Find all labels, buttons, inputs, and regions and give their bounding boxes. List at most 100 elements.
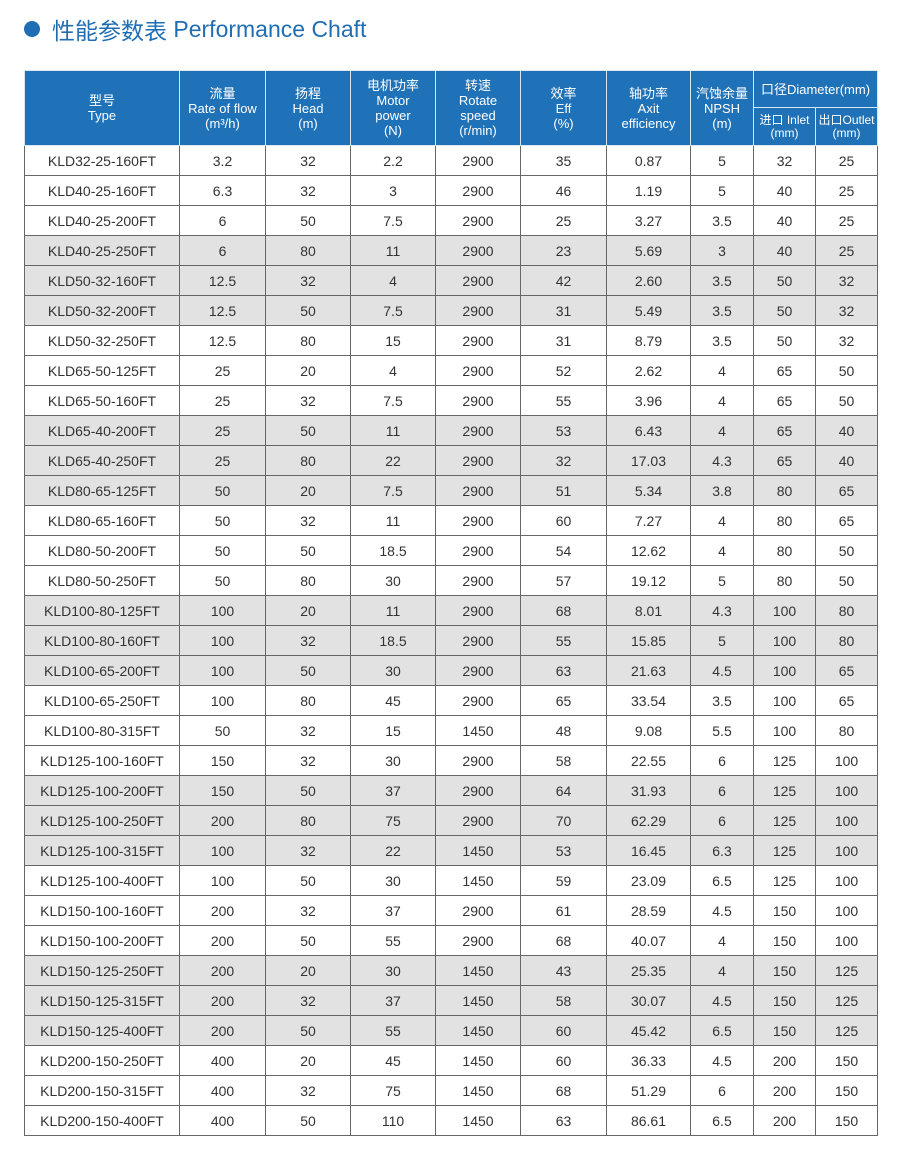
- cell-motor-power: 18.5: [350, 535, 436, 566]
- cell-motor-power: 11: [350, 595, 436, 626]
- cell-npsh: 5: [690, 625, 754, 656]
- cell-head: 80: [265, 685, 351, 716]
- header-motor-power: 电机功率 Motor power (N): [350, 70, 436, 146]
- cell-head: 50: [265, 205, 351, 236]
- cell-inlet: 125: [753, 775, 816, 806]
- cell-flow: 50: [179, 715, 266, 746]
- cell-inlet: 150: [753, 985, 816, 1016]
- cell-outlet: 40: [815, 445, 878, 476]
- cell-eff: 55: [520, 625, 607, 656]
- cell-inlet: 100: [753, 685, 816, 716]
- cell-outlet: 150: [815, 1105, 878, 1136]
- cell-head: 50: [265, 1015, 351, 1046]
- cell-type: KLD100-65-200FT: [24, 655, 180, 686]
- cell-outlet: 80: [815, 715, 878, 746]
- header-inlet: 进口 Inlet (mm): [753, 107, 816, 146]
- header-line: 效率: [550, 85, 577, 101]
- cell-outlet: 25: [815, 175, 878, 206]
- cell-flow: 100: [179, 595, 266, 626]
- cell-motor-power: 30: [350, 955, 436, 986]
- cell-head: 32: [265, 1075, 351, 1106]
- cell-head: 80: [265, 565, 351, 596]
- cell-motor-power: 37: [350, 895, 436, 926]
- cell-eff: 25: [520, 205, 607, 236]
- cell-head: 32: [265, 145, 351, 176]
- cell-outlet: 32: [815, 325, 878, 356]
- cell-type: KLD100-65-250FT: [24, 685, 180, 716]
- cell-eff: 60: [520, 1015, 607, 1046]
- cell-type: KLD65-40-200FT: [24, 415, 180, 446]
- cell-speed: 2900: [435, 385, 521, 416]
- cell-head: 50: [265, 775, 351, 806]
- cell-npsh: 3.5: [690, 295, 754, 326]
- cell-flow: 150: [179, 745, 266, 776]
- cell-flow: 100: [179, 835, 266, 866]
- table-row: KLD150-100-160FT 200 32 37 2900 61 28.59 4.5 150…: [24, 895, 878, 926]
- header-speed: 转速 Rotate speed (r/min): [435, 70, 521, 146]
- cell-flow: 400: [179, 1045, 266, 1076]
- cell-axit: 23.09: [606, 865, 691, 896]
- cell-eff: 53: [520, 415, 607, 446]
- cell-flow: 200: [179, 925, 266, 956]
- cell-axit: 36.33: [606, 1045, 691, 1076]
- table-row: KLD65-40-250FT 25 80 22 2900 32 17.03 4.3 65 40: [24, 445, 878, 476]
- cell-head: 50: [265, 295, 351, 326]
- cell-motor-power: 55: [350, 1015, 436, 1046]
- cell-speed: 2900: [435, 775, 521, 806]
- cell-inlet: 40: [753, 235, 816, 266]
- cell-speed: 2900: [435, 895, 521, 926]
- cell-eff: 57: [520, 565, 607, 596]
- header-type: 型号 Type: [24, 70, 180, 146]
- cell-npsh: 6: [690, 745, 754, 776]
- cell-inlet: 150: [753, 1015, 816, 1046]
- cell-motor-power: 11: [350, 415, 436, 446]
- cell-flow: 6: [179, 205, 266, 236]
- cell-flow: 400: [179, 1105, 266, 1136]
- cell-motor-power: 7.5: [350, 385, 436, 416]
- cell-outlet: 150: [815, 1075, 878, 1106]
- header-line: Axit: [637, 100, 660, 116]
- cell-speed: 2900: [435, 805, 521, 836]
- cell-axit: 28.59: [606, 895, 691, 926]
- cell-type: KLD80-65-125FT: [24, 475, 180, 506]
- cell-flow: 100: [179, 865, 266, 896]
- cell-speed: 1450: [435, 955, 521, 986]
- table-row: KLD50-32-250FT 12.5 80 15 2900 31 8.79 3.5 50 32: [24, 325, 878, 356]
- cell-speed: 1450: [435, 1015, 521, 1046]
- cell-outlet: 100: [815, 925, 878, 956]
- cell-flow: 6.3: [179, 175, 266, 206]
- cell-inlet: 40: [753, 175, 816, 206]
- cell-outlet: 65: [815, 505, 878, 536]
- header-line: 汽蚀余量: [695, 85, 748, 101]
- cell-axit: 62.29: [606, 805, 691, 836]
- header-eff: 效率 Eff (%): [520, 70, 607, 146]
- cell-flow: 100: [179, 685, 266, 716]
- cell-inlet: 80: [753, 565, 816, 596]
- cell-motor-power: 22: [350, 835, 436, 866]
- cell-outlet: 65: [815, 685, 878, 716]
- cell-flow: 200: [179, 955, 266, 986]
- cell-flow: 12.5: [179, 325, 266, 356]
- cell-npsh: 4: [690, 925, 754, 956]
- table-row: KLD80-65-160FT 50 32 11 2900 60 7.27 4 80 65: [24, 505, 878, 536]
- cell-speed: 1450: [435, 1045, 521, 1076]
- cell-speed: 1450: [435, 985, 521, 1016]
- cell-speed: 2900: [435, 475, 521, 506]
- cell-type: KLD50-32-200FT: [24, 295, 180, 326]
- cell-eff: 51: [520, 475, 607, 506]
- cell-eff: 64: [520, 775, 607, 806]
- cell-npsh: 4: [690, 505, 754, 536]
- cell-outlet: 80: [815, 595, 878, 626]
- cell-head: 80: [265, 235, 351, 266]
- cell-npsh: 4.5: [690, 985, 754, 1016]
- cell-flow: 150: [179, 775, 266, 806]
- table-row: KLD100-80-125FT 100 20 11 2900 68 8.01 4.3 100 80: [24, 595, 878, 626]
- cell-type: KLD40-25-160FT: [24, 175, 180, 206]
- cell-motor-power: 7.5: [350, 205, 436, 236]
- cell-motor-power: 30: [350, 565, 436, 596]
- cell-inlet: 65: [753, 355, 816, 386]
- cell-npsh: 5.5: [690, 715, 754, 746]
- cell-speed: 2900: [435, 505, 521, 536]
- cell-eff: 43: [520, 955, 607, 986]
- cell-axit: 3.27: [606, 205, 691, 236]
